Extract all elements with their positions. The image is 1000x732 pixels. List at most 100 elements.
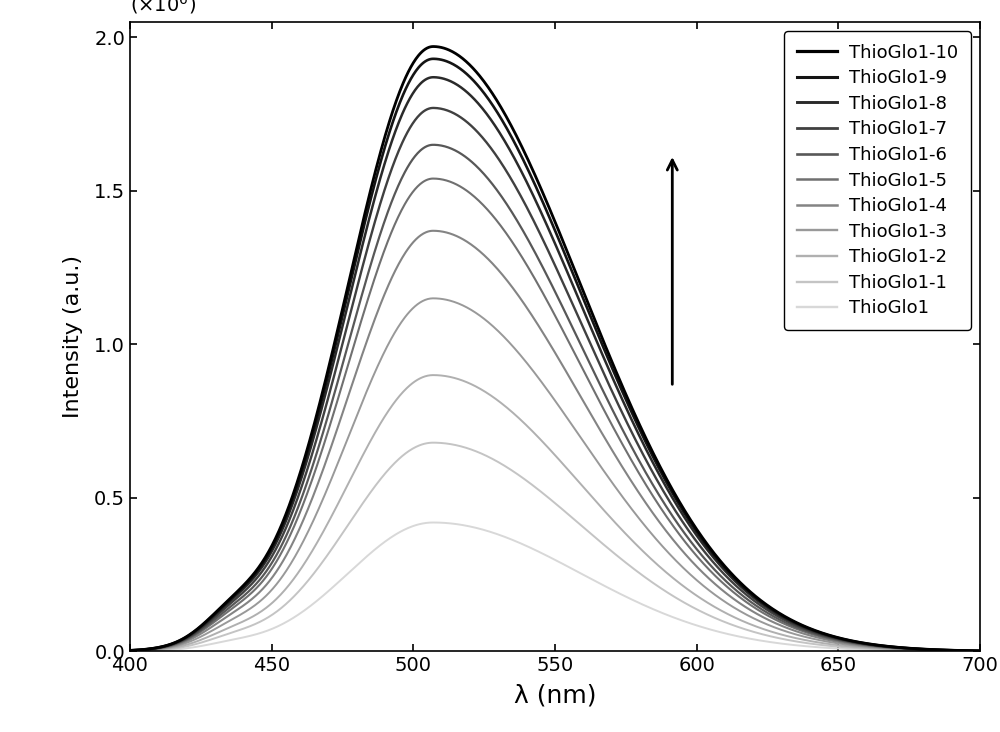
ThioGlo1-10 bbox=[803, 624, 815, 632]
Line: ThioGlo1-7: ThioGlo1-7 bbox=[130, 108, 980, 651]
ThioGlo1-9 bbox=[469, 78, 481, 86]
ThioGlo1 bbox=[499, 533, 511, 542]
ThioGlo1-1 bbox=[211, 633, 223, 642]
ThioGlo1-3 bbox=[788, 630, 800, 638]
ThioGlo1-10 bbox=[469, 66, 481, 75]
ThioGlo1-9 bbox=[427, 54, 439, 63]
ThioGlo1-3 bbox=[499, 334, 511, 343]
ThioGlo1 bbox=[709, 627, 721, 635]
ThioGlo1-3 bbox=[803, 633, 815, 642]
ThioGlo1-2 bbox=[803, 636, 815, 645]
ThioGlo1-8 bbox=[211, 609, 223, 618]
ThioGlo1-1 bbox=[803, 639, 815, 648]
Line: ThioGlo1-8: ThioGlo1-8 bbox=[130, 78, 980, 651]
ThioGlo1-4 bbox=[499, 274, 511, 283]
ThioGlo1-6 bbox=[499, 198, 511, 206]
ThioGlo1-5 bbox=[974, 646, 986, 655]
ThioGlo1-7 bbox=[709, 559, 721, 568]
ThioGlo1-4 bbox=[469, 243, 481, 252]
X-axis label: λ (nm): λ (nm) bbox=[514, 684, 596, 708]
ThioGlo1 bbox=[788, 640, 800, 649]
ThioGlo1-2 bbox=[427, 370, 439, 379]
ThioGlo1-9 bbox=[124, 646, 136, 655]
ThioGlo1-8 bbox=[427, 73, 439, 82]
ThioGlo1-1 bbox=[709, 613, 721, 622]
ThioGlo1-1 bbox=[124, 646, 136, 655]
ThioGlo1 bbox=[974, 647, 986, 656]
ThioGlo1-10 bbox=[788, 617, 800, 626]
Line: ThioGlo1: ThioGlo1 bbox=[130, 523, 980, 651]
ThioGlo1 bbox=[211, 638, 223, 647]
ThioGlo1-7 bbox=[499, 165, 511, 173]
ThioGlo1-9 bbox=[788, 617, 800, 626]
ThioGlo1-4 bbox=[709, 579, 721, 588]
ThioGlo1-9 bbox=[709, 551, 721, 560]
ThioGlo1-10 bbox=[427, 42, 439, 51]
ThioGlo1-1 bbox=[974, 647, 986, 656]
ThioGlo1-7 bbox=[788, 620, 800, 629]
ThioGlo1-9 bbox=[211, 608, 223, 616]
Legend: ThioGlo1-10, ThioGlo1-9, ThioGlo1-8, ThioGlo1-7, ThioGlo1-6, ThioGlo1-5, ThioGlo: ThioGlo1-10, ThioGlo1-9, ThioGlo1-8, Thi… bbox=[784, 31, 971, 330]
ThioGlo1-10 bbox=[974, 646, 986, 655]
ThioGlo1-4 bbox=[788, 626, 800, 635]
ThioGlo1-10 bbox=[499, 111, 511, 119]
ThioGlo1-5 bbox=[427, 174, 439, 183]
ThioGlo1-8 bbox=[803, 625, 815, 634]
Line: ThioGlo1-4: ThioGlo1-4 bbox=[130, 231, 980, 651]
ThioGlo1-6 bbox=[803, 627, 815, 636]
ThioGlo1-8 bbox=[709, 554, 721, 563]
Line: ThioGlo1-10: ThioGlo1-10 bbox=[130, 47, 980, 651]
ThioGlo1-3 bbox=[211, 624, 223, 632]
Line: ThioGlo1-5: ThioGlo1-5 bbox=[130, 179, 980, 651]
ThioGlo1-7 bbox=[124, 646, 136, 655]
ThioGlo1-5 bbox=[469, 193, 481, 201]
ThioGlo1-2 bbox=[211, 629, 223, 638]
ThioGlo1-6 bbox=[974, 646, 986, 655]
ThioGlo1-2 bbox=[974, 647, 986, 656]
ThioGlo1-3 bbox=[124, 646, 136, 655]
ThioGlo1 bbox=[427, 518, 439, 527]
ThioGlo1-6 bbox=[709, 565, 721, 574]
ThioGlo1-4 bbox=[211, 619, 223, 628]
Line: ThioGlo1-9: ThioGlo1-9 bbox=[130, 59, 980, 651]
ThioGlo1-7 bbox=[427, 103, 439, 112]
ThioGlo1-6 bbox=[427, 141, 439, 149]
ThioGlo1-3 bbox=[974, 647, 986, 656]
ThioGlo1-3 bbox=[709, 590, 721, 599]
ThioGlo1-10 bbox=[211, 607, 223, 616]
ThioGlo1-10 bbox=[124, 646, 136, 655]
ThioGlo1-4 bbox=[124, 646, 136, 655]
ThioGlo1-5 bbox=[803, 629, 815, 638]
Line: ThioGlo1-6: ThioGlo1-6 bbox=[130, 145, 980, 651]
Line: ThioGlo1-3: ThioGlo1-3 bbox=[130, 299, 980, 651]
ThioGlo1-8 bbox=[788, 619, 800, 627]
ThioGlo1-6 bbox=[211, 613, 223, 622]
ThioGlo1-9 bbox=[974, 646, 986, 655]
ThioGlo1-10 bbox=[709, 550, 721, 559]
ThioGlo1-6 bbox=[469, 160, 481, 169]
ThioGlo1-7 bbox=[803, 626, 815, 635]
ThioGlo1-6 bbox=[124, 646, 136, 655]
ThioGlo1 bbox=[803, 642, 815, 651]
Line: ThioGlo1-1: ThioGlo1-1 bbox=[130, 443, 980, 651]
ThioGlo1-7 bbox=[469, 124, 481, 133]
ThioGlo1-5 bbox=[499, 228, 511, 236]
ThioGlo1 bbox=[469, 523, 481, 532]
Text: ($\times$10$^6$): ($\times$10$^6$) bbox=[130, 0, 196, 15]
ThioGlo1-1 bbox=[469, 447, 481, 455]
ThioGlo1 bbox=[124, 647, 136, 656]
ThioGlo1-3 bbox=[469, 307, 481, 316]
Y-axis label: Intensity (a.u.): Intensity (a.u.) bbox=[63, 255, 83, 418]
ThioGlo1-2 bbox=[709, 602, 721, 611]
ThioGlo1-5 bbox=[124, 646, 136, 655]
ThioGlo1-4 bbox=[427, 226, 439, 235]
ThioGlo1-1 bbox=[788, 637, 800, 646]
ThioGlo1-8 bbox=[499, 138, 511, 146]
ThioGlo1-1 bbox=[427, 438, 439, 447]
ThioGlo1-2 bbox=[469, 381, 481, 390]
ThioGlo1-4 bbox=[803, 631, 815, 640]
Line: ThioGlo1-2: ThioGlo1-2 bbox=[130, 375, 980, 651]
ThioGlo1-9 bbox=[499, 122, 511, 130]
ThioGlo1-8 bbox=[974, 646, 986, 655]
ThioGlo1-2 bbox=[788, 633, 800, 642]
